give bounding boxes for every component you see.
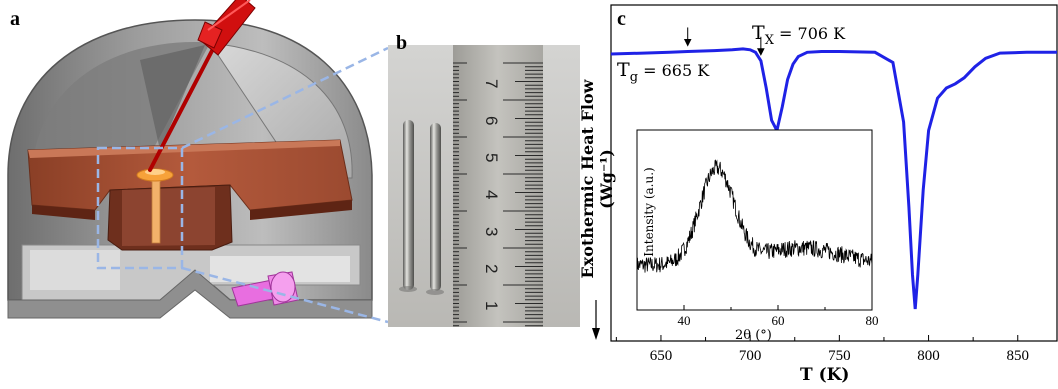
inset-x-tick-label: 60 bbox=[772, 313, 785, 328]
dsc-plot-frame bbox=[610, 4, 1058, 342]
dsc-ylabel: Exothermic Heat Flow (Wg⁻¹) bbox=[578, 79, 616, 279]
alloy-rod-1 bbox=[403, 120, 414, 290]
ruler-number: 1 bbox=[482, 301, 501, 310]
alloy-rod-2 bbox=[430, 123, 441, 291]
sample-photo: 7 6 5 4 3 2 1 bbox=[388, 45, 580, 327]
xrd-inset-frame bbox=[636, 129, 873, 311]
annotation-tx: TX = 706 K bbox=[752, 22, 846, 48]
zoom-line-bottom bbox=[181, 266, 388, 324]
inset-x-tick-label: 80 bbox=[866, 313, 879, 328]
apparatus-cutaway-figure bbox=[7, 0, 388, 324]
zoom-highlight-box bbox=[96, 146, 184, 270]
xrd-series-line bbox=[636, 159, 873, 274]
annotation-tg: Tg = 665 K bbox=[617, 59, 710, 85]
xrd-xlabel: 2θ (°) bbox=[735, 328, 772, 343]
panel-label-b: b bbox=[396, 32, 408, 54]
ruler bbox=[453, 45, 543, 327]
annotation-arrowhead bbox=[683, 38, 692, 47]
x-tick-label: 850 bbox=[1007, 348, 1030, 364]
suction-valve bbox=[231, 271, 299, 307]
x-tick-label: 750 bbox=[828, 348, 851, 364]
ruler-number: 7 bbox=[482, 79, 501, 88]
ruler-number: 4 bbox=[482, 190, 501, 199]
xrd-ylabel: Intensity (a.u.) bbox=[642, 167, 656, 257]
annotation-arrowhead bbox=[757, 48, 765, 56]
ruler-number: 2 bbox=[482, 264, 501, 273]
copper-mold bbox=[107, 168, 233, 251]
x-tick-label: 700 bbox=[739, 348, 762, 364]
x-tick-label: 800 bbox=[917, 348, 940, 364]
ruler-number: 3 bbox=[482, 227, 501, 236]
x-tick-label: 650 bbox=[650, 348, 673, 364]
inset-x-tick-label: 40 bbox=[678, 313, 691, 328]
panel-label-a: a bbox=[10, 8, 20, 30]
y-axis-arrow-head bbox=[592, 328, 600, 340]
ruler-number: 5 bbox=[482, 153, 501, 162]
dsc-xlabel: T (K) bbox=[800, 365, 850, 385]
ruler-number: 6 bbox=[482, 116, 501, 125]
zoom-line-top bbox=[181, 46, 388, 150]
panel-label-c: c bbox=[617, 8, 626, 30]
dsc-series-line bbox=[610, 47, 1057, 310]
